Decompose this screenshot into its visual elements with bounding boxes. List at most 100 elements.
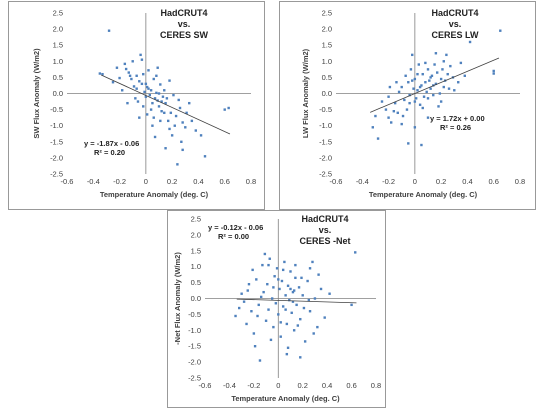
data-point [393, 101, 397, 105]
data-point [294, 263, 297, 267]
data-point [138, 80, 141, 83]
data-point [152, 116, 155, 119]
data-point [380, 100, 384, 103]
x-tick-label: -0.2 [382, 177, 395, 186]
y-axis-title: SW Flux Anomaly (W/m2) [32, 48, 41, 139]
data-point [269, 338, 273, 342]
data-point [268, 257, 271, 260]
data-point [446, 72, 449, 76]
data-point [411, 53, 414, 57]
data-point [151, 124, 154, 127]
y-tick-label: -2.5 [50, 170, 63, 179]
data-point [279, 335, 282, 338]
x-axis-title: Temperature Anomaly (deg. C) [231, 394, 340, 403]
data-point [180, 140, 183, 143]
data-point [300, 276, 303, 280]
data-point [350, 303, 353, 307]
y-tick-label: 1.0 [322, 57, 332, 66]
y-tick-label: 0.0 [53, 89, 63, 98]
x-tick-label: 0.4 [322, 381, 332, 390]
data-point [234, 314, 237, 318]
data-point [174, 114, 178, 118]
chart-title: HadCRUT4 [431, 8, 478, 18]
data-point [299, 317, 302, 321]
x-tick-label: -0.6 [61, 177, 74, 186]
y-tick-label: -1.5 [319, 137, 332, 146]
data-point [163, 89, 166, 92]
data-point [407, 142, 410, 145]
data-point [101, 72, 104, 76]
y-tick-label: 1.0 [53, 57, 63, 66]
data-point [311, 260, 314, 264]
data-point [172, 93, 175, 97]
data-point [457, 81, 460, 84]
data-point [288, 298, 291, 302]
data-point [138, 116, 141, 119]
data-point [188, 101, 191, 105]
y-tick-label: 1.5 [53, 41, 63, 50]
data-point [261, 263, 264, 267]
data-point [178, 106, 182, 110]
data-point [151, 101, 154, 105]
data-point [390, 121, 393, 124]
y-tick-label: 0.5 [191, 278, 201, 287]
data-point [284, 308, 287, 311]
data-point [422, 95, 426, 98]
data-point [323, 316, 326, 319]
y-tick-label: 1.0 [191, 262, 201, 271]
data-point [397, 90, 401, 94]
r-squared: R² = 0.20 [94, 148, 125, 157]
data-point [413, 100, 417, 103]
chart-title: CERES LW [431, 30, 479, 40]
chart-title: CERES SW [160, 30, 209, 40]
sw-scatter-plot: 2.52.01.51.00.50.0-0.5-1.0-1.5-2.0-2.5-0… [32, 8, 256, 199]
x-tick-label: 0 [276, 381, 280, 390]
data-point [161, 95, 165, 98]
x-tick-label: 0.6 [219, 177, 229, 186]
y-tick-label: 2.5 [322, 9, 332, 18]
data-point [177, 98, 180, 102]
data-point [388, 85, 392, 89]
y-tick-label: -1.0 [50, 121, 63, 130]
data-point [153, 135, 157, 139]
data-point [256, 314, 259, 318]
data-point [285, 322, 289, 326]
data-point [266, 282, 269, 286]
data-point [115, 66, 119, 69]
data-point [297, 286, 301, 289]
data-point [413, 77, 417, 81]
data-point [131, 60, 134, 63]
data-point [157, 92, 161, 95]
data-point [299, 356, 302, 359]
x-tick-label: -0.6 [330, 177, 343, 186]
data-point [354, 251, 357, 254]
data-point [424, 81, 427, 84]
data-point [407, 81, 410, 84]
data-point [290, 311, 293, 315]
r-squared: R² = 0.00 [218, 232, 249, 241]
y-tick-label: -2.0 [50, 153, 63, 162]
data-point [492, 72, 495, 75]
x-tick-label: 0.2 [167, 177, 177, 186]
data-point [439, 77, 443, 81]
data-point [148, 93, 151, 97]
data-point [168, 127, 171, 131]
data-point [400, 122, 403, 126]
data-point [238, 306, 241, 310]
data-point [272, 286, 275, 289]
data-point [442, 60, 445, 63]
lw-chart-panel: 2.5 2.0 1.5 1.0 0.5 0.0 -0.5 -1.0 -1.5 -2.0 -2.5 -0… [279, 1, 536, 210]
data-point [280, 279, 284, 283]
x-tick-label: 0.6 [346, 381, 356, 390]
trend-equation: y = -0.12x - 0.06 [208, 223, 263, 232]
data-point [313, 297, 317, 300]
y-tick-label: -2.0 [319, 153, 332, 162]
y-tick-label: -0.5 [50, 105, 63, 114]
data-point [190, 119, 194, 123]
data-point [107, 29, 111, 32]
data-point [291, 290, 295, 294]
data-point [405, 108, 409, 111]
data-point [199, 134, 203, 137]
x-axis-title: Temperature Anomaly (deg. C) [100, 190, 209, 199]
data-point [167, 119, 170, 123]
